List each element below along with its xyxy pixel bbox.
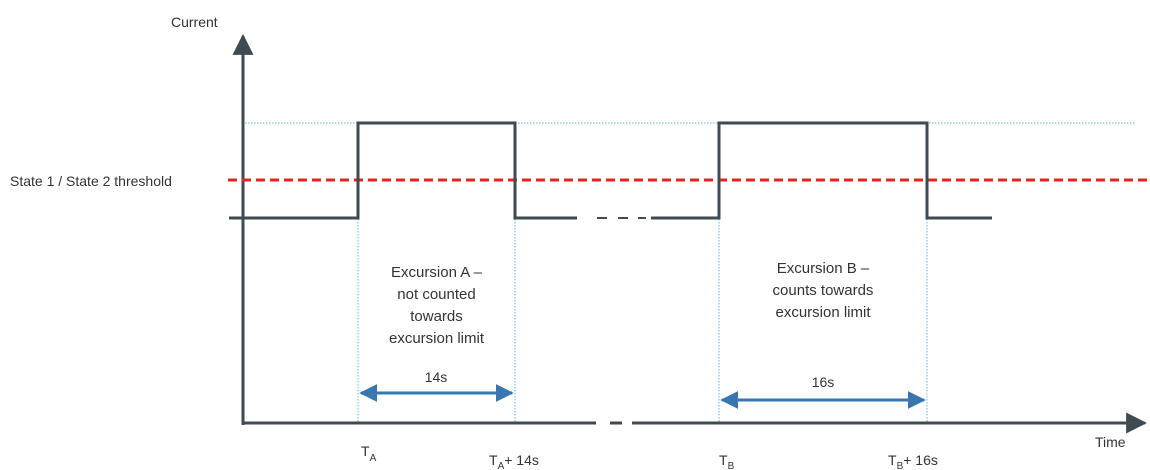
time-label-ta-end: TA+ 14s [489, 452, 539, 470]
excursion-b-note-line: counts towards [772, 282, 874, 299]
y-axis-label: Current [171, 14, 218, 30]
threshold-label: State 1 / State 2 threshold [10, 173, 172, 189]
excursion-a-note-line: Excursion A – [391, 264, 482, 281]
excursion-b-note-line: excursion limit [775, 304, 871, 321]
signal-pulse-b [651, 121, 992, 220]
excursion-a-note-line: towards [410, 308, 463, 325]
duration-label-b: 16s [812, 374, 835, 390]
time-label-tb: TB [719, 452, 735, 470]
time-label-ta: TA [361, 443, 377, 464]
excursion-a-note-line: not counted [397, 286, 476, 303]
excursion-a-note-line: excursion limit [388, 330, 485, 347]
excursion-b-note: Excursion B – counts towards excursion l… [719, 258, 927, 324]
time-label-tb-end: TB+ 16s [888, 452, 938, 470]
x-axis-label: Time [1095, 434, 1126, 450]
excursion-a-note: Excursion A – not counted towards excurs… [358, 262, 515, 350]
duration-label-a: 14s [425, 369, 448, 385]
signal-pulse-a [229, 121, 577, 220]
excursion-b-note-line: Excursion B – [776, 260, 870, 277]
